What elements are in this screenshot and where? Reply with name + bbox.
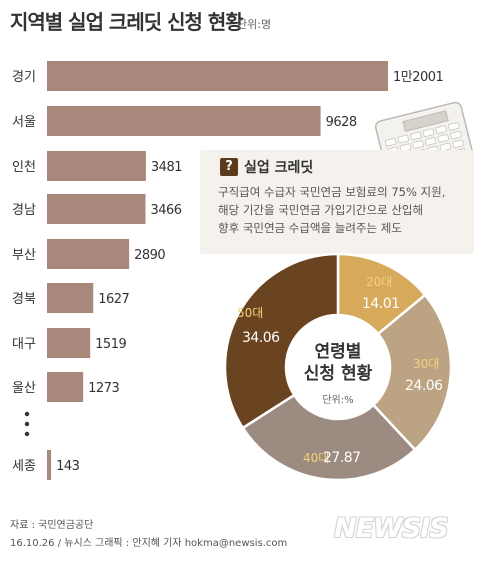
bar	[47, 151, 146, 181]
calculator-screen	[402, 110, 449, 132]
source-text: 자료 : 국민연금공단	[10, 520, 94, 531]
bar	[47, 328, 91, 358]
donut-title-line: 연령별	[315, 341, 362, 362]
calculator-key	[424, 137, 437, 146]
calculator-key	[450, 130, 462, 140]
bar-unit-label: 단위:명	[237, 18, 272, 31]
ellipsis-dot	[24, 431, 30, 437]
bar	[47, 450, 52, 480]
bar-value-label: 3466	[150, 203, 181, 218]
calculator-key	[452, 139, 464, 149]
bar-value-label: 9628	[326, 115, 357, 130]
donut-title-line: 신청 현황	[304, 363, 373, 384]
calculator-key	[410, 131, 422, 141]
bar	[47, 194, 146, 224]
info-box-line: 구직급여 수급자 국민연금 보험료의 75% 지원,	[218, 185, 446, 199]
bar-category-label: 서울	[12, 115, 36, 130]
page-title: 지역별 실업 크레딧 신청 현황	[10, 10, 244, 34]
bar-category-label: 인천	[12, 160, 36, 175]
bar	[47, 61, 388, 91]
donut-age-label: 50대	[237, 306, 263, 320]
calculator-key	[397, 134, 410, 144]
ellipsis-dot	[24, 421, 30, 427]
donut-slice	[241, 393, 417, 482]
donut-center	[288, 317, 388, 417]
info-box-line: 향후 국민연금 수급액을 늘려주는 제도	[218, 221, 402, 235]
donut-value-label: 34.06	[242, 330, 280, 346]
bar-value-label: 2890	[134, 248, 165, 263]
calculator-key	[447, 122, 460, 131]
bar-value-label: 143	[56, 459, 80, 474]
donut-age-label: 30대	[413, 357, 439, 371]
donut-age-label: 20대	[366, 275, 392, 289]
ellipsis-dot	[24, 411, 30, 417]
donut-slice	[371, 293, 453, 452]
bar-value-label: 3481	[151, 160, 182, 175]
info-box-line: 해당 기간을 국민연금 가입기간으로 산입해	[218, 203, 424, 217]
calculator-key	[435, 125, 447, 134]
bar-category-label: 부산	[12, 248, 36, 263]
bar-category-label: 경북	[12, 292, 36, 307]
calculator-key	[412, 140, 424, 149]
calculator-key	[439, 142, 452, 152]
donut-value-label: 24.06	[405, 378, 443, 394]
donut-slice	[223, 252, 340, 430]
info-box	[200, 150, 474, 254]
bar	[47, 283, 94, 313]
bar	[47, 106, 321, 136]
question-icon: ?	[220, 158, 238, 176]
bar-category-label: 세종	[12, 459, 36, 474]
bar-category-label: 경남	[12, 203, 36, 218]
donut-value-label: 14.01	[362, 296, 400, 312]
info-box-body: 구직급여 수급자 국민연금 보험료의 75% 지원, 해당 기간을 국민연금 가…	[218, 183, 468, 237]
bar-value-label: 1273	[88, 381, 119, 396]
info-box-title: 실업 크레딧	[244, 160, 314, 176]
donut-value-label: 27.87	[323, 450, 361, 466]
donut-unit-label: 단위:%	[322, 393, 353, 406]
bar	[47, 372, 84, 402]
credit-text: 16.10.26 / 뉴시스 그래픽 : 안지혜 기자 hokma@newsis…	[10, 538, 288, 549]
bar-category-label: 경기	[12, 70, 36, 85]
bar-value-label: 1만2001	[393, 70, 444, 85]
calculator-key	[437, 134, 450, 143]
bar-value-label: 1519	[95, 337, 126, 352]
bar-category-label: 울산	[12, 381, 36, 396]
bar-category-label: 대구	[12, 337, 36, 352]
newsis-logo: NEWSIS	[334, 513, 449, 544]
calculator-key	[422, 128, 435, 138]
calculator-key	[384, 137, 397, 147]
donut-age-label: 40대	[303, 451, 329, 465]
bar-value-label: 1627	[98, 292, 129, 307]
bar	[47, 239, 130, 269]
